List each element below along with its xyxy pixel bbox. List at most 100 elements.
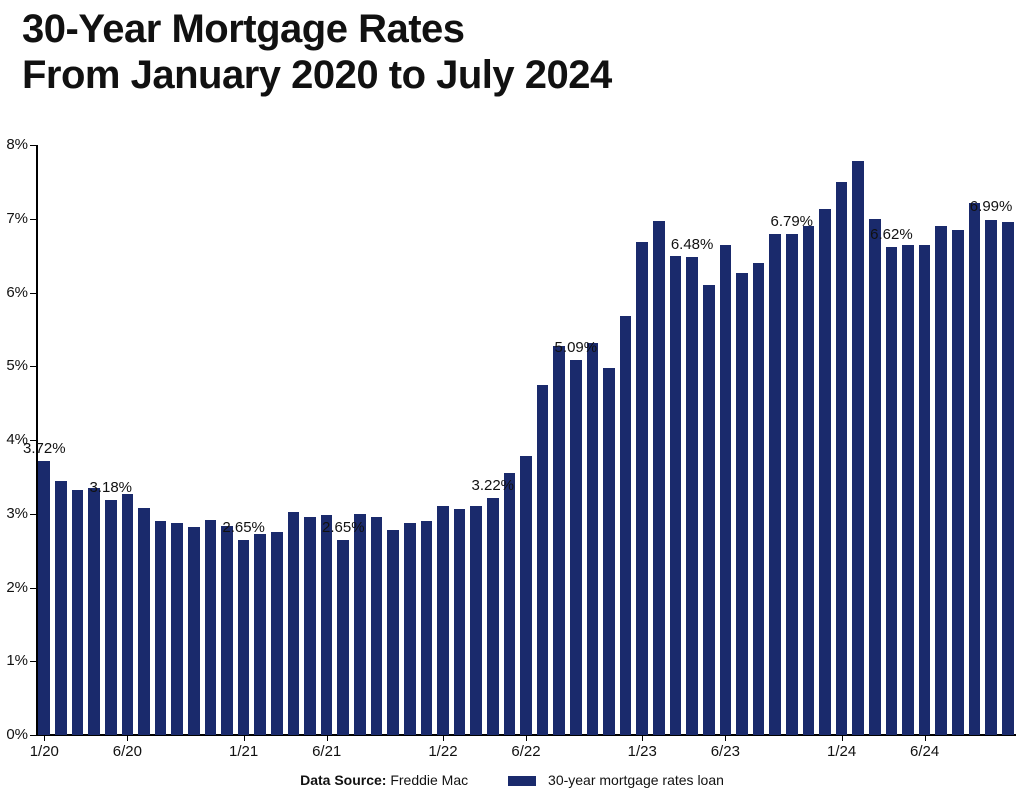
bar [238,540,250,735]
x-tick-label: 1/24 [827,743,856,760]
data-source-value: Freddie Mac [390,772,468,788]
bar [88,488,100,735]
bar [620,316,632,735]
bar [221,526,233,735]
bar-data-label: 3.72% [23,440,66,457]
data-source-label: Data Source: [300,772,386,788]
bar [869,219,881,735]
bar-data-label: 2.65% [222,519,265,536]
x-tick-mark [725,735,726,741]
bar [387,530,399,735]
bar [703,285,715,735]
bar [487,498,499,735]
y-tick-mark [30,588,36,589]
y-tick-label: 2% [0,579,28,596]
x-tick-mark [842,735,843,741]
bar [935,226,947,735]
legend-text: 30-year mortgage rates loan [548,772,724,788]
y-tick-label: 8% [0,136,28,153]
bar [753,263,765,735]
bar [603,368,615,735]
bar [504,473,516,735]
bar [205,520,217,735]
bar [321,515,333,735]
bar [803,226,815,735]
bar [254,534,266,735]
y-tick-label: 1% [0,652,28,669]
bar [38,461,50,735]
bar [304,517,316,735]
y-tick-mark [30,514,36,515]
y-tick-mark [30,735,36,736]
bar [404,523,416,735]
bar [969,203,981,735]
bar [454,509,466,735]
x-tick-mark [925,735,926,741]
bar-data-label: 6.48% [671,236,714,253]
bar [919,245,931,735]
y-tick-mark [30,293,36,294]
bar [653,221,665,735]
chart-footer: Data Source: Freddie Mac 30-year mortgag… [0,772,1024,788]
bar [769,234,781,736]
y-tick-label: 3% [0,505,28,522]
x-tick-mark [327,735,328,741]
bar [836,182,848,735]
bar [188,527,200,735]
bar [371,517,383,735]
bars-container [36,145,1016,735]
bar-data-label: 6.62% [870,226,913,243]
y-tick-label: 0% [0,726,28,743]
bar-data-label: 6.79% [770,213,813,230]
x-tick-mark [244,735,245,741]
bar-data-label: 6.99% [970,198,1013,215]
y-tick-mark [30,661,36,662]
x-tick-label: 6/22 [511,743,540,760]
bar [55,481,67,735]
bar [537,385,549,735]
bar [72,490,84,735]
bar [786,234,798,735]
bar-data-label: 2.65% [322,519,365,536]
bar [122,494,134,735]
y-tick-label: 6% [0,284,28,301]
bar [636,242,648,735]
title-line-2: From January 2020 to July 2024 [22,53,612,97]
y-tick-mark [30,145,36,146]
bar [437,506,449,735]
x-tick-mark [44,735,45,741]
bar [421,521,433,735]
y-tick-label: 5% [0,357,28,374]
x-tick-mark [443,735,444,741]
chart-title: 30-Year Mortgage Rates From January 2020… [22,6,612,98]
bar [354,514,366,735]
x-tick-mark [526,735,527,741]
bar [470,506,482,735]
chart-plot-area: 0%1%2%3%4%5%6%7%8%1/206/201/216/211/226/… [36,145,1016,735]
legend-swatch [508,776,536,786]
x-tick-mark [127,735,128,741]
bar [155,521,167,735]
bar [886,247,898,735]
bar [520,456,532,735]
x-tick-label: 1/22 [428,743,457,760]
bar [720,245,732,735]
bar-data-label: 3.22% [471,477,514,494]
bar [1002,222,1014,735]
x-tick-label: 1/20 [30,743,59,760]
data-source: Data Source: Freddie Mac [300,772,468,788]
x-tick-label: 6/23 [711,743,740,760]
bar [337,540,349,735]
bar-data-label: 5.09% [555,339,598,356]
bar [952,230,964,735]
x-tick-label: 6/21 [312,743,341,760]
x-tick-label: 6/24 [910,743,939,760]
bar [686,257,698,735]
bar [587,343,599,735]
bar-data-label: 3.18% [89,479,132,496]
bar [105,500,117,735]
bar [670,256,682,735]
y-tick-label: 7% [0,210,28,227]
y-tick-mark [30,219,36,220]
x-tick-label: 1/23 [628,743,657,760]
